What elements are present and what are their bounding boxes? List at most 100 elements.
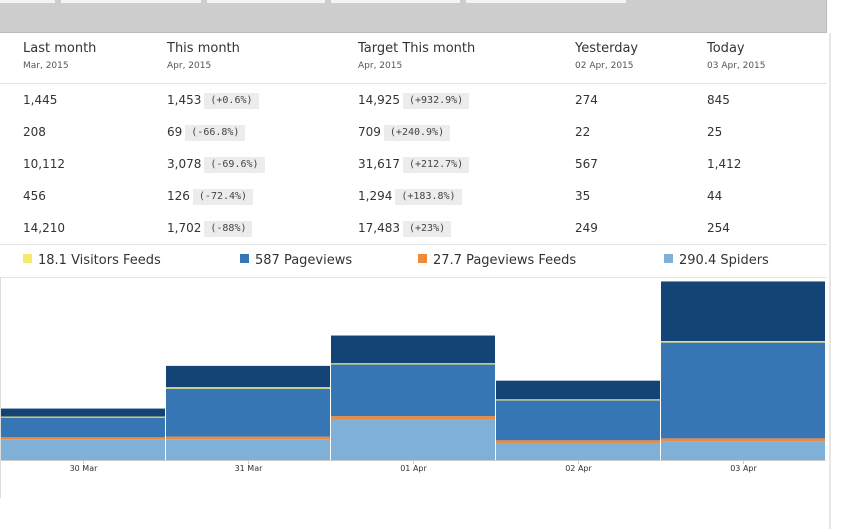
change-badge: (+212.7%) [403,156,470,173]
right-scroll-edge [827,0,842,529]
legend-pageviews[interactable]: 587 Pageviews [240,253,352,269]
legend-swatch [23,254,32,263]
value: 31,617 [358,157,400,171]
bar-segment-spiders-0[interactable] [1,439,165,460]
cell-today: 254 [707,221,730,235]
toolbar-tab-5[interactable] [466,0,626,3]
cell-today: 25 [707,125,723,139]
bar-segment-visitors-3[interactable] [496,380,660,400]
header-last-month: Last month Mar, 2015 [23,41,96,71]
toolbar-tab-1[interactable] [0,0,55,3]
bar-segment-pageviews-0[interactable] [1,417,165,438]
cell-target: 31,617 (+212.7%) [358,155,470,173]
legend-visitors-feeds[interactable]: 18.1 Visitors Feeds [23,253,161,269]
value: 126 [167,189,190,203]
cell-today: 845 [707,93,730,107]
value: 709 [358,125,381,139]
bar-segment-spiders-3[interactable] [496,442,660,460]
value: 1,702 [167,221,202,235]
bar-segment-visitors-feeds-1[interactable] [166,387,330,389]
bar-segment-visitors-feeds-3[interactable] [496,399,660,401]
cell-last-month: 10,112 [23,157,65,171]
header-subtitle: Apr, 2015 [167,61,212,71]
bar-segment-pageviews-1[interactable] [166,388,330,437]
legend-pageviews-feeds[interactable]: 27.7 Pageviews Feeds [418,253,576,269]
bar-segment-spiders-4[interactable] [661,441,825,460]
bar-segment-pageviews-feeds-1[interactable] [166,436,330,440]
change-badge: (+240.9%) [383,124,451,141]
value: 17,483 [358,221,400,235]
bar-segment-visitors-4[interactable] [661,281,825,342]
bar-segment-pageviews-feeds-0[interactable] [1,437,165,440]
value: 1,294 [358,189,393,203]
chart-left-border [0,278,1,498]
header-target-this-month: Target This month Apr, 2015 [358,41,475,71]
cell-yesterday: 35 [575,189,591,203]
bar-segment-visitors-feeds-0[interactable] [1,416,165,418]
value: 1,453 [167,93,202,107]
header-title: Last month [23,41,97,56]
x-tick-label-3: 02 Apr [565,464,592,473]
legend-swatch [664,254,673,263]
x-tick-label-4: 03 Apr [730,464,757,473]
legend-swatch [418,254,427,263]
bar-segment-pageviews-4[interactable] [661,342,825,439]
cell-this-month: 69 (-66.8%) [167,123,246,141]
toolbar-tab-4[interactable] [331,0,460,3]
cell-last-month: 208 [23,125,46,139]
bar-segment-visitors-feeds-4[interactable] [661,341,825,343]
x-tick-label-2: 01 Apr [400,464,427,473]
header-yesterday: Yesterday 02 Apr, 2015 [575,41,638,71]
change-badge: (-66.8%) [185,124,246,141]
bar-segment-visitors-feeds-2[interactable] [331,363,495,365]
bar-segment-pageviews-feeds-3[interactable] [496,440,660,443]
x-tick-label-0: 30 Mar [70,464,99,473]
legend-label: 587 Pageviews [255,253,353,268]
header-subtitle: 02 Apr, 2015 [575,61,634,71]
header-separator [0,83,827,84]
legend-swatch [240,254,249,263]
cell-last-month: 1,445 [23,93,58,107]
bar-segment-spiders-2[interactable] [331,419,495,460]
bar-segment-visitors-2[interactable] [331,335,495,364]
bar-segment-pageviews-2[interactable] [331,364,495,417]
header-title: Target This month [358,41,476,56]
cell-this-month: 1,453 (+0.6%) [167,91,259,109]
change-badge: (-72.4%) [192,188,254,205]
bar-segment-spiders-1[interactable] [166,439,330,460]
value: 69 [167,125,183,139]
toolbar-tab-2[interactable] [61,0,201,3]
bar-segment-visitors-0[interactable] [1,408,165,417]
cell-target: 17,483 (+23%) [358,219,452,237]
cell-today: 1,412 [707,157,742,171]
header-subtitle: Mar, 2015 [23,61,69,71]
change-badge: (+23%) [403,220,452,237]
header-subtitle: 03 Apr, 2015 [707,61,766,71]
cell-yesterday: 274 [575,93,598,107]
header-title: Today [707,41,745,56]
legend-spiders[interactable]: 290.4 Spiders [664,253,769,269]
bar-segment-pageviews-feeds-4[interactable] [661,438,825,442]
cell-last-month: 456 [23,189,46,203]
bar-segment-pageviews-3[interactable] [496,400,660,441]
cell-yesterday: 249 [575,221,598,235]
x-tick-label-1: 31 Mar [235,464,264,473]
change-badge: (-69.6%) [204,156,265,173]
cell-target: 709 (+240.9%) [358,123,451,141]
value: 14,925 [358,93,400,107]
cell-this-month: 1,702 (-88%) [167,219,253,237]
bar-segment-visitors-1[interactable] [166,365,330,388]
value: 3,078 [167,157,202,171]
cell-today: 44 [707,189,723,203]
header-title: This month [167,41,240,56]
legend-label: 27.7 Pageviews Feeds [433,253,577,268]
bar-segment-pageviews-feeds-2[interactable] [331,416,495,420]
toolbar-tab-3[interactable] [207,0,325,3]
cell-target: 1,294 (+183.8%) [358,187,462,205]
table-bottom-separator [0,244,827,245]
cell-last-month: 14,210 [23,221,65,235]
header-subtitle: Apr, 2015 [358,61,403,71]
cell-target: 14,925 (+932.9%) [358,91,470,109]
change-badge: (-88%) [204,220,253,237]
